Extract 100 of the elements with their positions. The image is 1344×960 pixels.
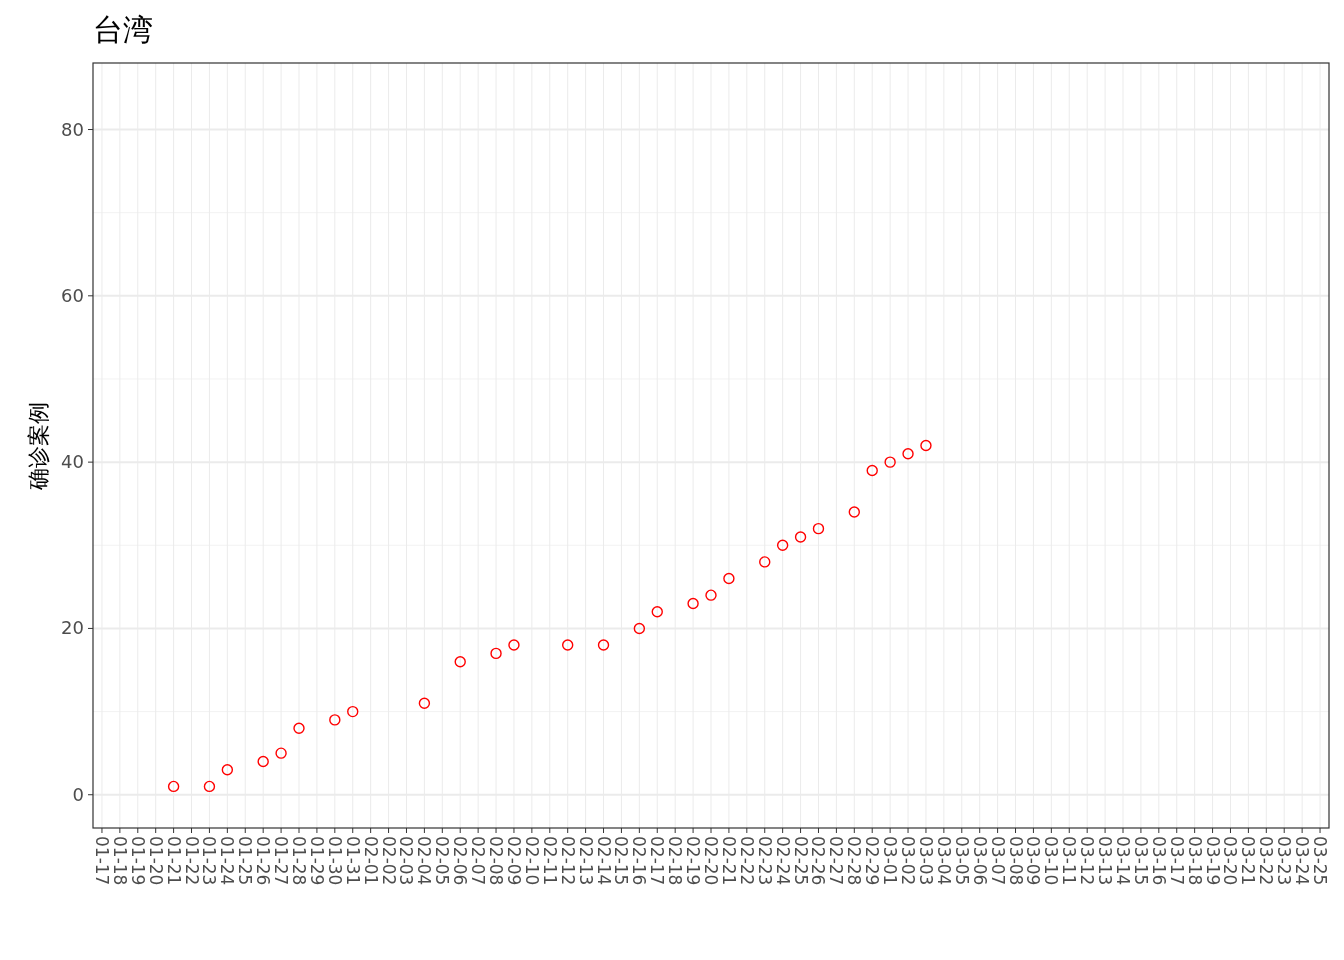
x-tick-label: 03-20 <box>1220 836 1241 886</box>
point <box>454 656 466 668</box>
x-tick-label: 03-12 <box>1077 836 1098 886</box>
x-tick-label: 01-18 <box>109 836 130 886</box>
point <box>418 697 431 709</box>
y-tick-label: 60 <box>61 284 84 306</box>
x-tick-label: 03-08 <box>1005 836 1026 886</box>
x-tick-label: 02-29 <box>862 836 883 886</box>
x-tick-label: 01-20 <box>145 836 166 886</box>
x-tick-label: 01-19 <box>127 836 148 886</box>
y-tick-label: 20 <box>61 617 84 639</box>
x-tick-label: 03-15 <box>1130 836 1151 886</box>
x-tick-label: 02-10 <box>521 836 542 886</box>
x-tick-label: 01-29 <box>306 836 327 886</box>
x-tick-label: 03-06 <box>969 836 990 886</box>
x-tick-label: 03-17 <box>1166 836 1187 886</box>
point <box>866 464 878 477</box>
x-tick-label: 01-24 <box>217 836 238 886</box>
x-tick-label: 02-15 <box>611 836 632 886</box>
point <box>812 522 825 535</box>
x-tick-label: 03-18 <box>1184 836 1205 886</box>
x-tick-label: 02-25 <box>790 836 811 886</box>
x-tick-label: 02-03 <box>396 836 417 886</box>
point <box>902 448 914 460</box>
x-tick-label: 02-13 <box>575 836 596 886</box>
y-axis-title: 确诊案例 <box>26 401 51 491</box>
y-tick-label: 0 <box>72 783 84 805</box>
x-tick-label: 02-24 <box>772 836 793 886</box>
x-tick-label: 01-26 <box>253 836 274 886</box>
x-tick-label: 02-26 <box>808 836 829 886</box>
point <box>651 606 663 618</box>
x-tick-label: 03-11 <box>1059 836 1080 886</box>
x-tick-label: 02-02 <box>378 836 399 886</box>
x-tick-label: 03-21 <box>1238 836 1259 886</box>
x-tick-label: 03-24 <box>1292 836 1313 886</box>
point <box>257 755 269 768</box>
x-tick-label: 02-23 <box>754 836 775 886</box>
point <box>490 647 502 660</box>
x-tick-label: 02-22 <box>736 836 757 886</box>
x-tick-label: 02-20 <box>701 836 721 886</box>
point <box>329 714 341 726</box>
point <box>687 597 699 610</box>
point <box>293 722 305 734</box>
x-tick-label: 03-10 <box>1041 836 1062 886</box>
x-tick-label: 01-27 <box>271 836 292 886</box>
point <box>167 780 180 793</box>
point <box>776 539 789 551</box>
x-tick-label: 03-23 <box>1274 836 1295 886</box>
point <box>884 456 896 468</box>
point <box>275 747 287 759</box>
x-tick-label: 03-22 <box>1256 836 1277 886</box>
x-tick-label: 02-16 <box>629 836 650 886</box>
point <box>347 705 359 718</box>
point <box>203 780 216 793</box>
x-tick-label: 03-14 <box>1113 836 1133 886</box>
chart-title: 台湾 <box>93 12 153 47</box>
point <box>562 639 574 651</box>
point <box>705 589 717 601</box>
point <box>633 622 646 635</box>
x-tick-label: 03-01 <box>880 836 901 886</box>
point <box>597 639 610 651</box>
x-tick-label: 02-07 <box>468 836 489 886</box>
point <box>920 439 932 452</box>
x-tick-label: 03-07 <box>987 836 1008 886</box>
x-tick-label: 03-13 <box>1095 836 1116 886</box>
x-tick-label: 02-11 <box>539 836 560 886</box>
x-tick-label: 03-16 <box>1148 836 1169 886</box>
x-tick-label: 03-04 <box>933 836 954 886</box>
y-tick-label: 80 <box>61 118 84 140</box>
x-tick-label: 01-21 <box>163 836 184 886</box>
x-tick-label: 02-17 <box>647 836 668 886</box>
point <box>723 572 735 585</box>
x-tick-label: 01-22 <box>181 836 202 886</box>
x-tick-label: 01-30 <box>324 836 345 886</box>
x-tick-label: 02-19 <box>683 836 704 886</box>
x-tick-label: 01-17 <box>91 836 112 886</box>
x-tick-label: 02-14 <box>593 836 614 886</box>
x-tick-label: 02-12 <box>557 836 578 886</box>
x-tick-label: 02-05 <box>432 836 453 886</box>
x-tick-label: 02-28 <box>844 836 865 886</box>
x-tick-label: 01-28 <box>289 836 309 886</box>
x-tick-label: 02-21 <box>718 836 739 886</box>
x-tick-label: 02-04 <box>414 836 435 886</box>
x-tick-label: 02-27 <box>826 836 847 886</box>
x-tick-label: 01-25 <box>235 836 256 886</box>
x-tick-label: 03-09 <box>1023 836 1044 886</box>
x-tick-label: 02-18 <box>665 836 686 886</box>
x-tick-label: 01-31 <box>342 836 363 886</box>
x-tick-label: 03-05 <box>951 836 972 886</box>
x-tick-label: 03-19 <box>1202 836 1223 886</box>
point <box>848 506 860 518</box>
y-tick-label: 40 <box>61 451 84 473</box>
point <box>508 639 520 651</box>
point <box>794 531 807 543</box>
point <box>221 764 234 776</box>
x-tick-label: 02-06 <box>450 836 471 886</box>
x-tick-label: 02-01 <box>360 836 381 886</box>
x-tick-label: 03-25 <box>1310 836 1331 886</box>
x-tick-label: 01-23 <box>199 836 220 886</box>
point <box>759 556 771 568</box>
